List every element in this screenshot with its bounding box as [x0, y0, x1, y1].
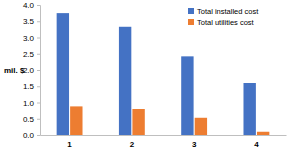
bar-series	[70, 106, 269, 135]
y-tick: 2.0	[23, 66, 40, 75]
y-tick-label: 1.0	[23, 99, 35, 108]
legend-swatch	[188, 8, 194, 14]
y-tick-mark	[37, 86, 40, 87]
plot-area: 0.0 0.5 1.0 1.5 2.0 2.5 3.0 3.5 4.0 1 2 3 4	[23, 1, 287, 149]
x-tick-label: 2	[130, 140, 135, 149]
bar	[257, 132, 269, 135]
y-axis: 0.0 0.5 1.0 1.5 2.0 2.5 3.0 3.5 4.0	[23, 1, 41, 140]
y-tick: 3.5	[23, 17, 40, 26]
x-tick: 2	[130, 135, 135, 149]
y-tick: 4.0	[23, 1, 40, 10]
legend-item: Total utilities cost	[188, 18, 255, 27]
y-tick-label: 4.0	[23, 1, 35, 10]
y-tick-mark	[37, 54, 40, 55]
y-tick-mark	[37, 70, 40, 71]
x-axis: 1 2 3 4	[41, 135, 287, 149]
y-tick-label: 2.5	[23, 50, 35, 59]
bar	[243, 83, 255, 135]
bars	[57, 13, 270, 135]
y-tick-mark	[37, 135, 40, 136]
x-tick: 3	[192, 135, 197, 149]
x-axis-line	[41, 135, 287, 136]
legend-label: Total utilities cost	[197, 18, 255, 27]
y-tick-label: 0.5	[23, 115, 35, 124]
y-tick-mark	[37, 38, 40, 39]
y-tick-mark	[37, 5, 40, 6]
y-tick-mark	[37, 21, 40, 22]
x-tick-label: 3	[192, 140, 197, 149]
legend-item: Total installed cost	[188, 7, 259, 16]
y-tick: 1.5	[23, 82, 40, 91]
y-tick-mark	[37, 119, 40, 120]
y-tick-label: 3.0	[23, 34, 35, 43]
y-tick: 1.0	[23, 99, 40, 108]
legend-label: Total installed cost	[197, 7, 259, 16]
y-tick: 3.0	[23, 34, 40, 43]
y-tick: 0.0	[23, 131, 40, 140]
y-axis-line	[37, 6, 41, 136]
bar	[70, 106, 82, 135]
bar	[195, 118, 207, 135]
bar	[181, 56, 193, 135]
bar	[119, 27, 131, 135]
y-tick-label: 3.5	[23, 17, 35, 26]
x-tick: 1	[67, 135, 72, 149]
y-tick: 2.5	[23, 50, 40, 59]
y-axis-title: mil. $	[4, 66, 25, 75]
y-tick-label: 2.0	[23, 66, 35, 75]
x-tick-label: 4	[254, 140, 259, 149]
y-tick-mark	[37, 103, 40, 104]
chart-container: 0.0 0.5 1.0 1.5 2.0 2.5 3.0 3.5 4.0 1 2 3 4 mil. $ Tot…	[0, 0, 300, 157]
legend: Total installed cost Total utilities cost	[188, 7, 259, 27]
bar	[57, 13, 69, 135]
y-tick: 0.5	[23, 115, 40, 124]
y-tick-label: 1.5	[23, 82, 35, 91]
bar-series	[57, 13, 256, 135]
x-tick: 4	[254, 135, 259, 149]
y-tick-label: 0.0	[23, 131, 35, 140]
legend-swatch	[188, 19, 194, 25]
chart-svg: 0.0 0.5 1.0 1.5 2.0 2.5 3.0 3.5 4.0 1 2 3 4 mil. $ Tot…	[0, 0, 300, 157]
bar	[132, 109, 144, 135]
x-tick-label: 1	[67, 140, 72, 149]
